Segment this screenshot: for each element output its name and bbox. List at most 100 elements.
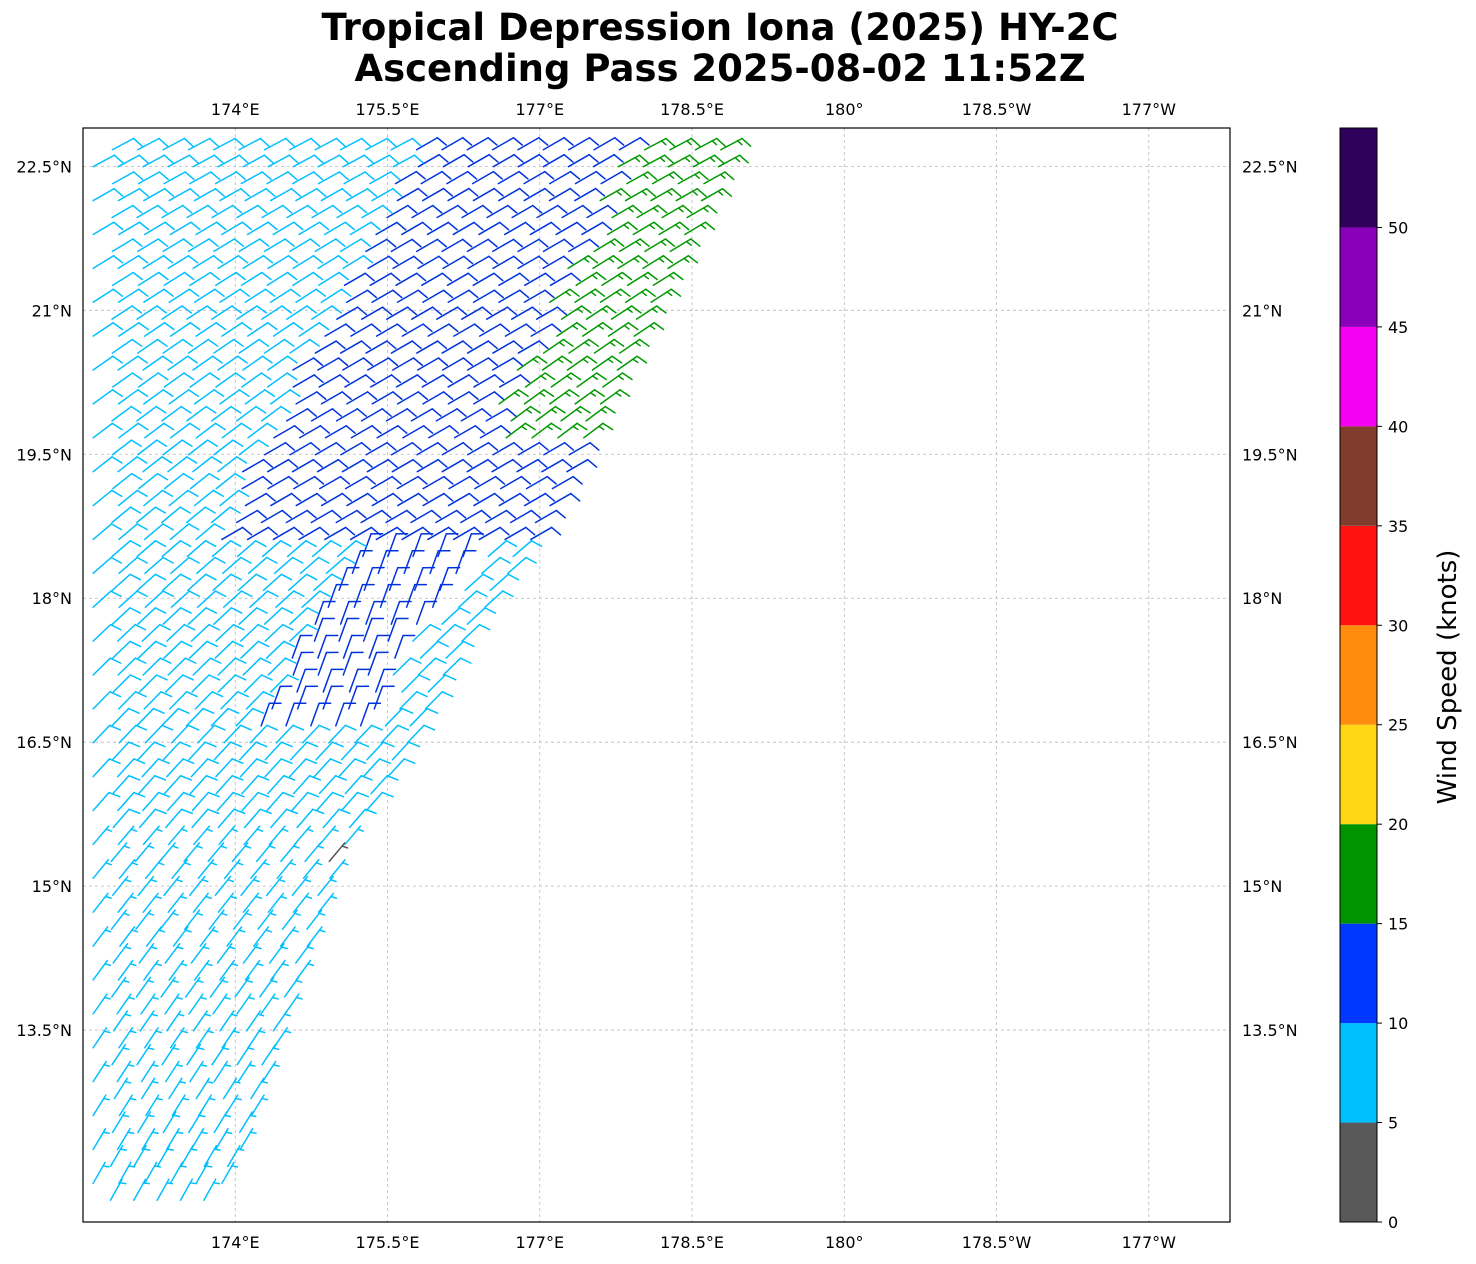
- wind-barb: [345, 187, 378, 202]
- wind-barb: [279, 926, 299, 947]
- colorbar-tick-label: 0: [1388, 1213, 1398, 1232]
- wind-barb: [111, 607, 142, 625]
- wind-barb: [92, 758, 121, 778]
- wind-barb: [188, 741, 217, 761]
- wind-barb: [144, 590, 175, 608]
- wind-barb: [568, 338, 599, 354]
- wind-barb: [169, 322, 201, 337]
- wind-barb: [523, 289, 555, 303]
- wind-barb: [455, 549, 477, 575]
- wind-barb: [143, 221, 175, 236]
- wind-barb: [137, 171, 169, 185]
- wind-barb: [142, 791, 171, 812]
- wind-barb: [566, 458, 598, 473]
- wind-barb: [342, 254, 374, 270]
- wind-barb: [314, 340, 346, 354]
- wind-barb: [187, 439, 219, 456]
- wind-barb: [137, 338, 168, 354]
- wind-barb: [517, 153, 549, 168]
- wind-barb: [189, 271, 221, 287]
- wind-barb: [298, 221, 330, 236]
- wind-barb: [517, 238, 549, 253]
- wind-barb: [416, 458, 448, 473]
- wind-barb: [466, 340, 498, 354]
- lat-tick-label-left: 21°N: [32, 301, 72, 320]
- wind-barb: [188, 640, 219, 659]
- wind-barb: [299, 556, 330, 575]
- wind-barb: [170, 590, 201, 608]
- wind-barb: [642, 254, 674, 270]
- wind-barb: [417, 255, 449, 270]
- wind-barb: [219, 959, 239, 981]
- wind-barb: [140, 1077, 159, 1100]
- colorbar-tick-label: 10: [1388, 1014, 1408, 1033]
- wind-barb: [395, 374, 427, 388]
- wind-barb: [394, 634, 416, 659]
- wind-barb: [658, 221, 690, 236]
- wind-barb: [186, 405, 217, 422]
- wind-barb: [298, 425, 331, 439]
- wind-barb: [311, 204, 343, 219]
- wind-barb: [268, 943, 288, 964]
- wind-barb: [92, 892, 112, 913]
- wind-barb: [380, 724, 410, 744]
- lat-tick-label-right: 22.5°N: [1242, 157, 1298, 176]
- wind-barbs: [92, 136, 752, 1202]
- wind-barb: [211, 539, 242, 558]
- wind-barb: [267, 254, 299, 270]
- wind-barb: [304, 842, 325, 863]
- wind-barb: [491, 357, 523, 371]
- wind-barb: [249, 590, 279, 608]
- wind-barb: [441, 458, 473, 473]
- wind-barb: [298, 322, 330, 337]
- wind-barb: [238, 137, 270, 151]
- wind-barb: [361, 306, 393, 320]
- wind-barb: [92, 1027, 111, 1049]
- wind-barb: [442, 255, 474, 270]
- wind-barb: [117, 389, 149, 405]
- wind-barb: [245, 691, 275, 710]
- wind-barb: [266, 171, 298, 185]
- lat-tick-label-right: 15°N: [1242, 877, 1282, 896]
- wind-barb: [325, 556, 356, 575]
- wind-barb: [215, 758, 244, 778]
- wind-barb: [416, 441, 448, 456]
- wind-barb: [190, 1128, 208, 1151]
- wind-barb: [143, 691, 173, 710]
- wind-barb: [411, 306, 443, 320]
- wind-barb: [388, 566, 410, 592]
- wind-barb: [136, 204, 168, 219]
- wind-barb: [116, 1060, 135, 1083]
- colorbar-tick-label: 20: [1388, 815, 1408, 834]
- wind-barb: [135, 909, 155, 930]
- wind-barb: [385, 408, 417, 422]
- wind-barb: [217, 808, 246, 829]
- wind-barb: [492, 255, 524, 270]
- wind-barb: [607, 322, 639, 337]
- wind-barb: [193, 389, 225, 405]
- wind-barb: [214, 875, 235, 897]
- wind-barb: [498, 492, 530, 507]
- wind-barb: [677, 171, 709, 185]
- wind-barb: [684, 221, 716, 236]
- wind-barb: [223, 590, 253, 608]
- wind-barb: [642, 154, 674, 168]
- wind-barb: [167, 154, 199, 168]
- wind-barb: [289, 338, 320, 354]
- wind-barb: [219, 389, 250, 405]
- wind-barb: [340, 791, 369, 812]
- wind-barb: [263, 238, 295, 253]
- wind-barb: [137, 640, 167, 659]
- wind-barb: [110, 976, 130, 998]
- wind-barb: [523, 170, 555, 185]
- wind-barb: [168, 489, 199, 507]
- wind-barb: [592, 153, 624, 168]
- wind-barb: [317, 875, 337, 897]
- wind-barb: [366, 458, 398, 473]
- wind-barb: [111, 573, 142, 592]
- wind-barb: [238, 1111, 257, 1134]
- wind-barb: [439, 566, 461, 592]
- wind-barb: [599, 389, 631, 405]
- colorbar-bin: [1340, 625, 1377, 725]
- wind-barb: [261, 1060, 280, 1083]
